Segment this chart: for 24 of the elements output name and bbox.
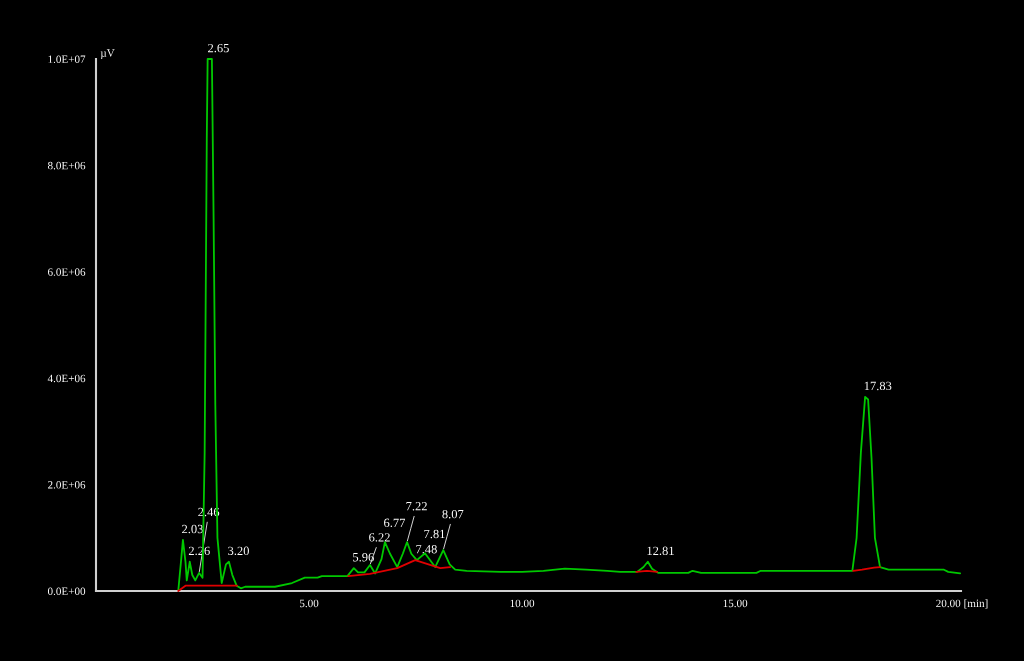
annotation: 7.48: [416, 545, 437, 554]
annotation: 6.22: [369, 533, 390, 542]
y-tick-label: 1.0E+07: [48, 55, 86, 64]
annotation: 8.07: [442, 509, 464, 519]
x-tick-label: 20.00: [936, 599, 961, 608]
annotation: 17.83: [864, 381, 892, 391]
annotation: 7.22: [406, 501, 427, 511]
y-axis-title: µV: [100, 49, 115, 59]
x-axis-title: [min]: [964, 599, 988, 609]
annotation: 2.03: [182, 524, 203, 534]
x-tick-label: 15.00: [723, 599, 748, 608]
y-tick-label: 4.0E+06: [47, 374, 86, 383]
y-tick-label: 0.0E+00: [47, 587, 86, 596]
y-tick-label: 2.0E+06: [48, 481, 86, 489]
x-tick-label: 10.00: [510, 599, 535, 608]
annotation: 6.77: [384, 518, 406, 528]
y-tick-label: 8.0E+06: [47, 161, 86, 170]
annotation: 3.20: [228, 546, 249, 556]
annotation: 12.81: [647, 546, 674, 556]
annotation: 7.81: [424, 529, 445, 539]
y-tick-label: 6.0E+06: [48, 268, 86, 276]
annotation: 2.65: [208, 43, 229, 53]
x-tick-label: 5.00: [299, 599, 319, 608]
annotation: 5.96: [353, 553, 374, 562]
